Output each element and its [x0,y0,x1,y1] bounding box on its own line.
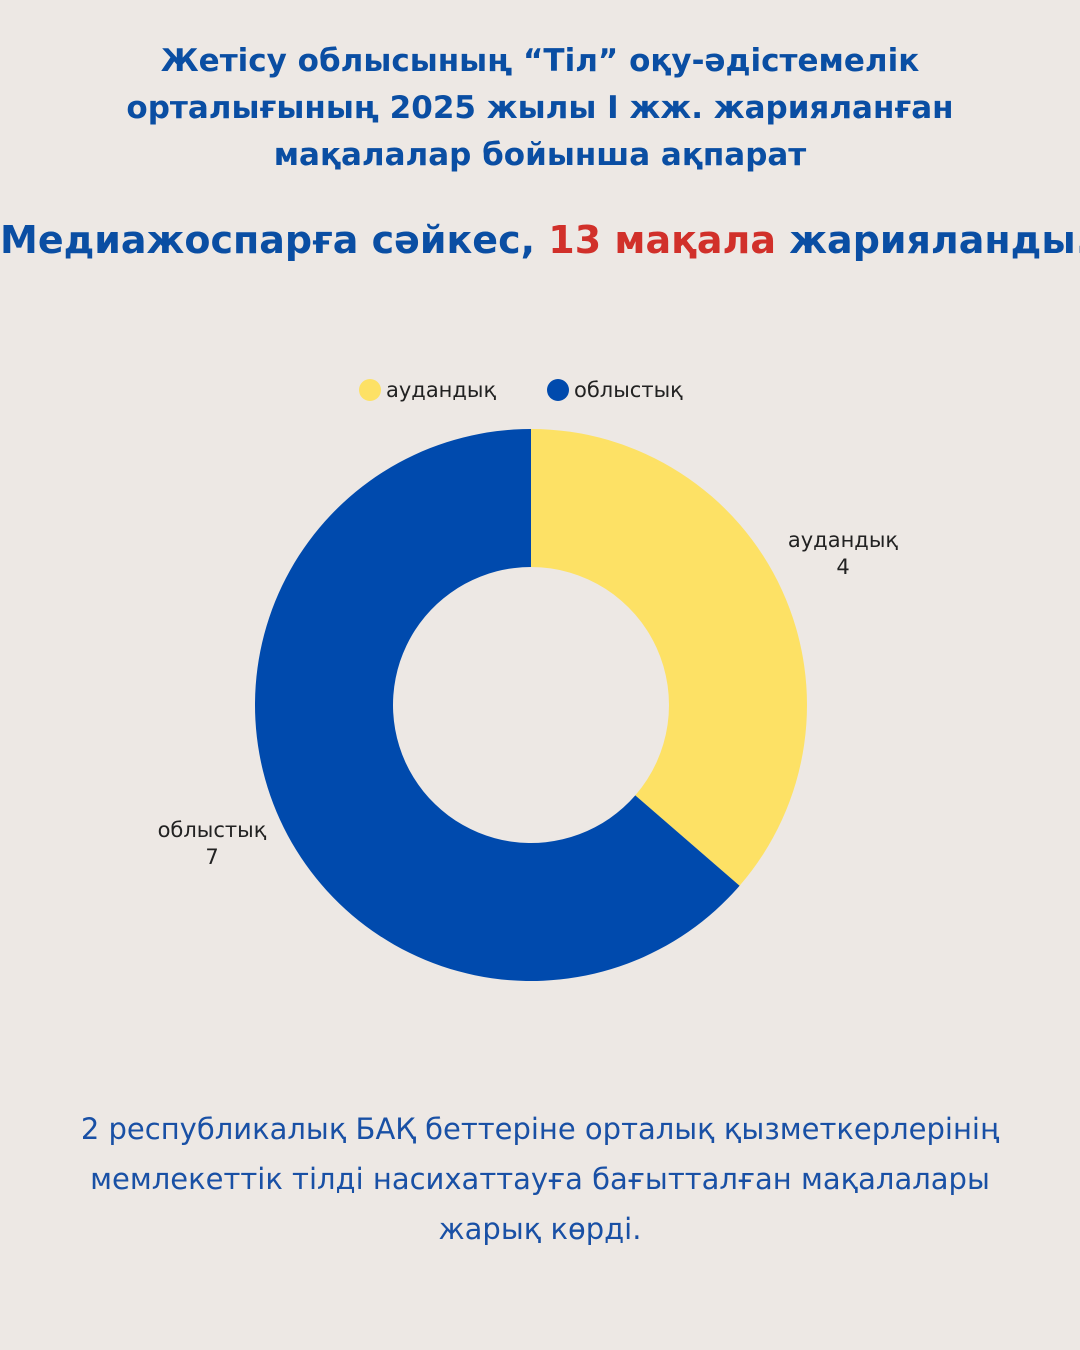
chart-slices [254,429,807,981]
chart-legend: аудандық облыстық [359,378,683,402]
footer-line-3: жарық көрді. [438,1212,642,1246]
slice-аудандық [531,429,807,886]
page-title: Жетісу облысының “Тіл” оқу-әдістемелік о… [0,38,1080,179]
title-line-1: Жетісу облысының “Тіл” оқу-әдістемелік [160,43,920,79]
chart-data-labels: аудандық 4 облыстық 7 [158,528,899,869]
headline-part-1: Медиажоспарға сәйкес, [0,218,549,262]
legend-label-1: облыстық [574,378,683,402]
headline: Медиажоспарға сәйкес, 13 мақала жариялан… [0,214,1080,266]
data-label-value-0: 4 [836,555,849,579]
legend-swatch-1 [547,379,569,401]
legend-swatch-0 [359,379,381,401]
headline-part-2: жарияланды. [776,218,1080,262]
footer-line-1: 2 республикалық БАҚ беттеріне орталық қы… [80,1112,1000,1146]
footer-note: 2 республикалық БАҚ беттеріне орталық қы… [0,1104,1080,1254]
slice-облыстық [254,429,740,981]
legend-item-1: облыстық [547,378,683,402]
data-label-name-0: аудандық [788,528,899,552]
legend-label-0: аудандық [386,378,497,402]
legend-item-0: аудандық [359,378,497,402]
data-label-name-1: облыстық [158,818,267,842]
donut-chart-svg: аудандық облыстық аудандық 4 облыстық 7 [158,378,899,981]
footer-line-2: мемлекеттік тілді насихаттауға бағытталғ… [90,1162,990,1196]
donut-chart: аудандық облыстық аудандық 4 облыстық 7 [0,330,1080,1030]
title-line-2: орталығының 2025 жылы I жж. жарияланған [126,90,954,126]
headline-highlight: 13 мақала [548,218,777,262]
title-line-3: мақалалар бойынша ақпарат [273,137,807,173]
data-label-value-1: 7 [205,845,218,869]
